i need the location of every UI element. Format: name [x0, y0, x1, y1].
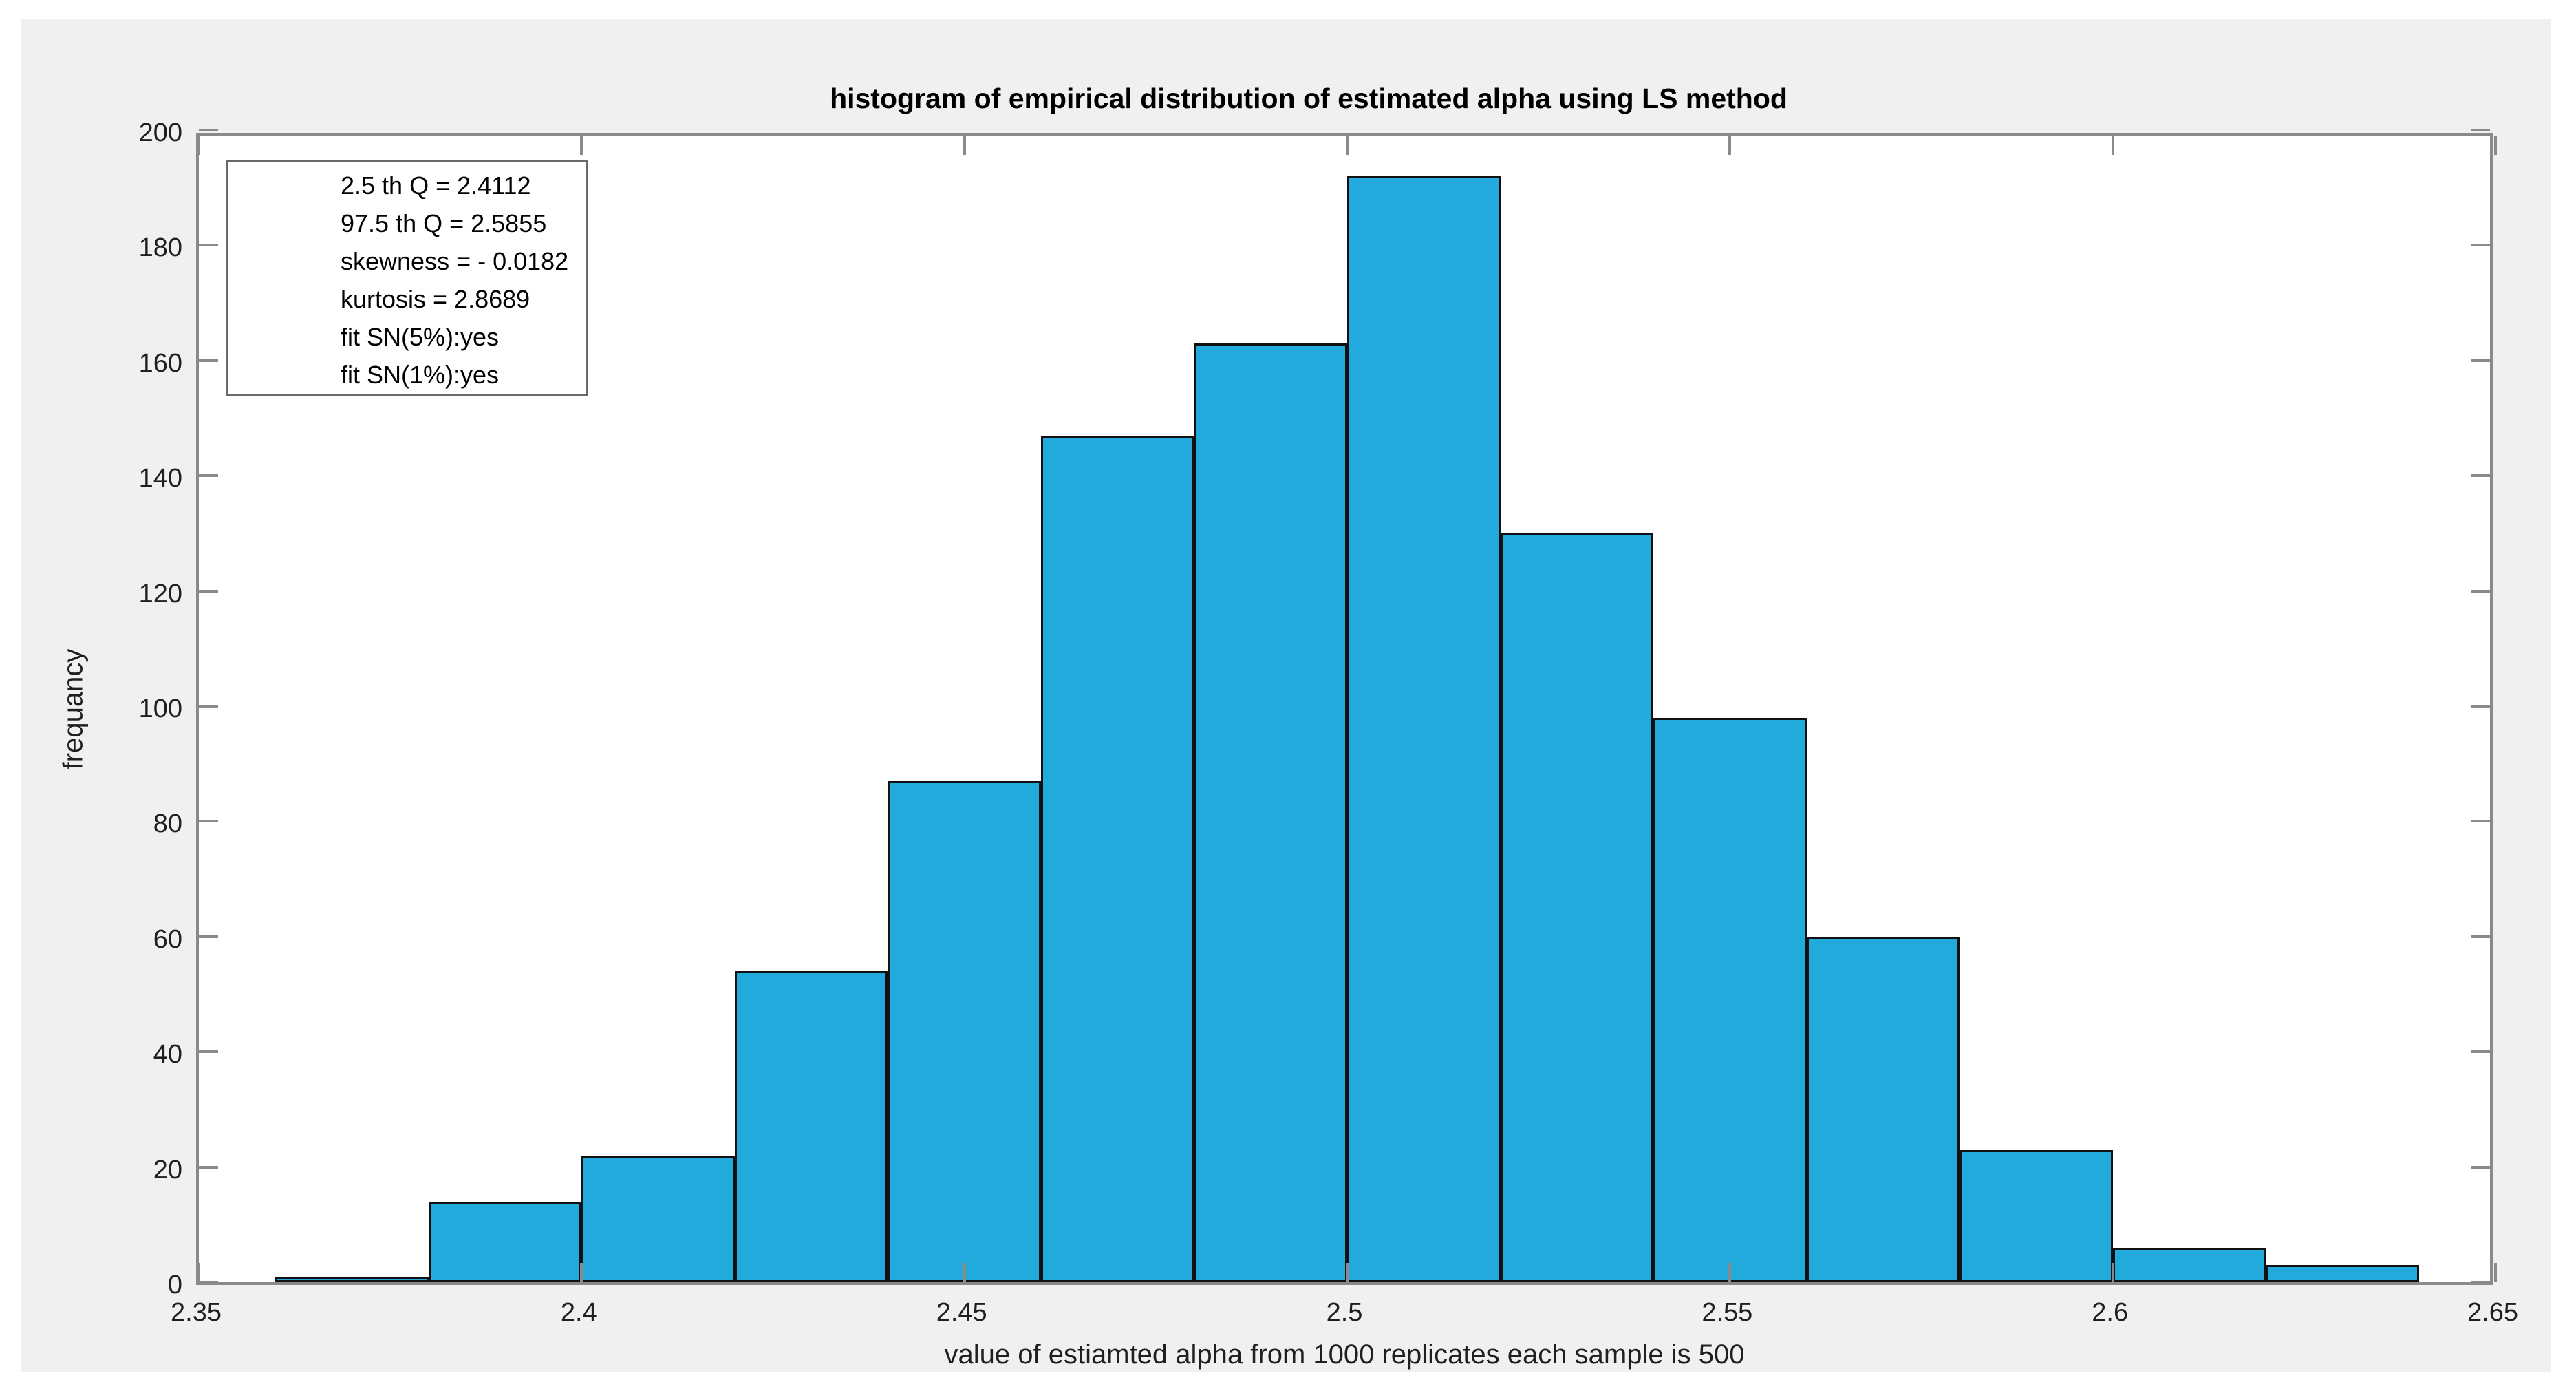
y-axis-tick-mirror — [2471, 935, 2490, 938]
histogram-bar — [2112, 1247, 2266, 1282]
histogram-bar — [275, 1276, 429, 1282]
plot-area: 2.5 th Q = 2.4112 97.5 th Q = 2.5855 skewn… — [196, 129, 2497, 1285]
chart-title: histogram of empirical distribution of e… — [830, 83, 1788, 114]
histogram-bar — [1960, 1149, 2113, 1282]
y-axis-tick-mirror — [2471, 589, 2490, 593]
y-tick-label: 160 — [138, 348, 182, 378]
histogram-bar — [888, 781, 1041, 1282]
y-axis-tick-mirror — [2471, 359, 2490, 362]
stats-annotation-line: skewness = - 0.0182 — [341, 247, 569, 275]
x-axis-tick — [197, 1263, 200, 1282]
histogram-bar — [1500, 533, 1653, 1282]
y-axis-tick — [199, 1165, 218, 1169]
x-axis-tick-mirror — [2111, 136, 2114, 155]
histogram-bar — [1194, 343, 1347, 1282]
x-tick-label: 2.45 — [936, 1298, 987, 1327]
y-axis-tick — [199, 820, 218, 823]
y-tick-label: 20 — [153, 1155, 182, 1185]
figure-canvas: histogram of empirical distribution of e… — [21, 19, 2551, 1372]
x-axis-tick — [1728, 1263, 1732, 1282]
x-tick-label: 2.65 — [2467, 1298, 2518, 1327]
y-axis-tick-mirror — [2471, 705, 2490, 708]
x-axis-tick — [963, 1263, 966, 1282]
x-axis-tick — [580, 1263, 583, 1282]
y-axis-tick-mirror — [2471, 1165, 2490, 1169]
x-tick-label: 2.55 — [1702, 1298, 1753, 1327]
y-axis-tick-mirror — [2471, 129, 2490, 131]
stats-annotation-box: 2.5 th Q = 2.4112 97.5 th Q = 2.5855 skewn… — [226, 160, 588, 396]
histogram-bar — [1040, 435, 1194, 1282]
x-axis-tick-mirror — [2494, 136, 2497, 155]
y-tick-label: 0 — [167, 1271, 182, 1299]
histogram-bar — [1653, 717, 1807, 1282]
x-axis-tick — [1346, 1263, 1349, 1282]
y-tick-label: 80 — [153, 809, 182, 839]
x-axis-tick-mirror — [197, 136, 200, 155]
histogram-bar — [2266, 1264, 2419, 1282]
y-axis-tick — [199, 705, 218, 708]
y-tick-label: 180 — [138, 233, 182, 263]
stats-annotation-line: 97.5 th Q = 2.5855 — [341, 209, 547, 237]
x-axis-tick-mirror — [1346, 136, 1349, 155]
x-tick-label: 2.4 — [560, 1298, 597, 1327]
stats-annotation-line: fit SN(5%):yes — [341, 323, 500, 351]
x-axis-tick — [2111, 1263, 2114, 1282]
y-axis-tick — [199, 589, 218, 593]
y-axis-tick-mirror — [2471, 474, 2490, 478]
stats-annotation-line: 2.5 th Q = 2.4112 — [341, 171, 531, 200]
y-axis-tick-mirror — [2471, 244, 2490, 247]
y-axis-tick — [199, 1281, 218, 1284]
histogram-bar — [581, 1155, 735, 1282]
histogram-bar — [734, 971, 888, 1282]
x-tick-label: 2.6 — [2092, 1298, 2129, 1327]
histogram-bar — [428, 1201, 582, 1282]
histogram-bar — [1347, 176, 1501, 1282]
x-tick-label: 2.5 — [1326, 1298, 1363, 1327]
y-tick-label: 40 — [153, 1040, 182, 1070]
y-tick-label: 60 — [153, 924, 182, 954]
histogram-bar — [1806, 936, 1960, 1282]
stats-annotation-line: kurtosis = 2.8689 — [341, 285, 530, 313]
x-axis-tick-mirror — [963, 136, 966, 155]
y-axis-tick — [199, 474, 218, 478]
y-axis-tick — [199, 935, 218, 938]
y-axis-tick — [199, 129, 218, 131]
y-tick-label: 120 — [138, 579, 182, 608]
x-axis-label: value of estiamted alpha from 1000 repli… — [944, 1339, 1745, 1370]
y-axis-tick — [199, 359, 218, 362]
y-tick-label: 100 — [138, 694, 182, 723]
x-tick-label: 2.35 — [171, 1298, 222, 1327]
x-axis-tick-mirror — [580, 136, 583, 155]
y-tick-label: 200 — [138, 118, 182, 147]
y-tick-label: 140 — [138, 464, 182, 493]
y-axis-tick — [199, 1050, 218, 1054]
y-axis-tick-mirror — [2471, 1050, 2490, 1054]
stats-annotation-line: fit SN(1%):yes — [341, 361, 500, 389]
y-axis-tick-mirror — [2471, 820, 2490, 823]
x-axis-tick-mirror — [1728, 136, 1732, 155]
y-axis-tick-mirror — [2471, 1281, 2490, 1284]
y-axis-tick — [199, 244, 218, 247]
x-axis-tick — [2494, 1263, 2497, 1282]
